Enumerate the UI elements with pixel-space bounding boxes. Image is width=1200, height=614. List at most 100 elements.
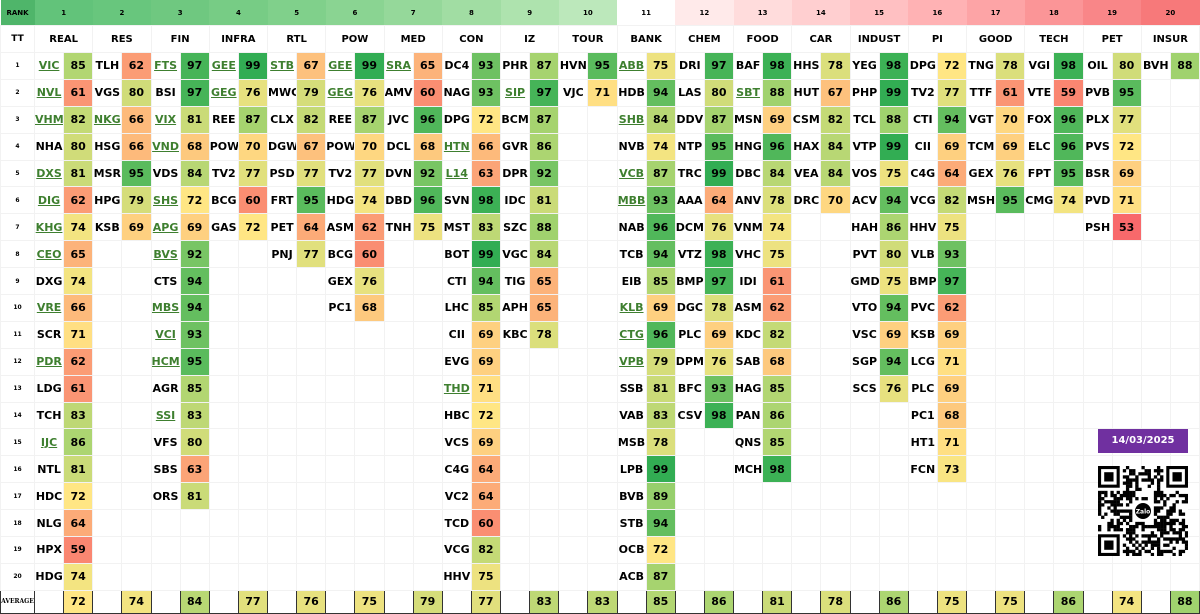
ticker-cell[interactable]: BFC [674, 374, 705, 403]
ticker-cell[interactable]: BCM [499, 105, 531, 134]
ticker-cell[interactable]: DBC [732, 159, 764, 188]
ticker-cell[interactable]: ORS [150, 482, 181, 511]
ticker-cell[interactable]: SRA [383, 52, 414, 80]
ticker-cell[interactable]: HHV [441, 562, 472, 591]
ticker-cell[interactable]: TLH [92, 52, 123, 80]
ticker-cell[interactable]: STB [616, 509, 647, 538]
ticker-cell[interactable]: KSB [92, 213, 123, 242]
ticker-cell[interactable]: ABB [616, 52, 647, 80]
ticker-cell[interactable]: VIX [150, 105, 181, 134]
ticker-cell[interactable]: VGI [1024, 52, 1055, 80]
ticker-cell[interactable]: FCN [907, 455, 938, 484]
ticker-cell[interactable]: VHC [732, 240, 764, 269]
ticker-cell[interactable]: BVS [150, 240, 181, 269]
ticker-cell[interactable]: TCH [33, 401, 65, 430]
ticker-cell[interactable]: PVT [849, 240, 880, 269]
ticker-cell[interactable]: C4G [907, 159, 938, 188]
ticker-cell[interactable]: SSI [150, 401, 181, 430]
ticker-cell[interactable]: NTL [33, 455, 65, 484]
ticker-cell[interactable]: VSC [849, 320, 880, 349]
ticker-cell[interactable]: PC1 [325, 294, 356, 322]
ticker-cell[interactable]: HSG [92, 132, 123, 161]
ticker-cell[interactable]: PVD [1082, 186, 1113, 215]
sector-food[interactable]: FOOD [732, 25, 793, 53]
ticker-cell[interactable]: VGS [92, 78, 123, 107]
ticker-cell[interactable]: VCI [150, 320, 181, 349]
ticker-cell[interactable]: TRC [674, 159, 705, 188]
ticker-cell[interactable]: IJC [33, 428, 65, 457]
ticker-cell[interactable]: PHR [499, 52, 531, 80]
ticker-cell[interactable]: DCL [383, 132, 414, 161]
ticker-cell[interactable]: LHC [441, 294, 472, 322]
sector-res[interactable]: RES [92, 25, 152, 53]
sector-rtl[interactable]: RTL [266, 25, 327, 53]
ticker-cell[interactable]: REE [325, 105, 356, 134]
ticker-cell[interactable]: PAN [732, 401, 764, 430]
ticker-cell[interactable]: VAB [616, 401, 647, 430]
ticker-cell[interactable]: GEX [325, 267, 356, 296]
sector-pow[interactable]: POW [325, 25, 385, 53]
sector-iz[interactable]: IZ [499, 25, 560, 53]
ticker-cell[interactable]: CSV [674, 401, 705, 430]
ticker-cell[interactable]: TCD [441, 509, 472, 538]
ticker-cell[interactable]: PSD [266, 159, 298, 188]
ticker-cell[interactable]: VND [150, 132, 181, 161]
ticker-cell[interactable]: KHG [33, 213, 65, 242]
ticker-cell[interactable]: CSM [791, 105, 822, 134]
ticker-cell[interactable]: ASM [732, 294, 764, 322]
ticker-cell[interactable]: GMD [849, 267, 880, 296]
ticker-cell[interactable]: KDC [732, 320, 764, 349]
ticker-cell[interactable]: SIP [499, 78, 531, 107]
ticker-cell[interactable]: GVR [499, 132, 531, 161]
ticker-cell[interactable]: HNG [732, 132, 764, 161]
ticker-cell[interactable]: MSR [92, 159, 123, 188]
ticker-cell[interactable]: KLB [616, 294, 647, 322]
ticker-cell[interactable]: SCR [33, 320, 65, 349]
sector-real[interactable]: REAL [33, 25, 94, 53]
sector-pet[interactable]: PET [1082, 25, 1142, 53]
ticker-cell[interactable]: NVB [616, 132, 647, 161]
ticker-cell[interactable]: YEG [849, 52, 880, 80]
ticker-cell[interactable]: CTS [150, 267, 181, 296]
ticker-cell[interactable]: CMG [1024, 186, 1055, 215]
ticker-cell[interactable]: VCG [441, 536, 472, 564]
ticker-cell[interactable]: TV2 [208, 159, 239, 188]
ticker-cell[interactable]: APG [150, 213, 181, 242]
ticker-cell[interactable]: DXS [33, 159, 65, 188]
ticker-cell[interactable]: VOS [849, 159, 880, 188]
sector-fin[interactable]: FIN [150, 25, 210, 53]
ticker-cell[interactable]: DRC [791, 186, 822, 215]
ticker-cell[interactable]: BMP [674, 267, 705, 296]
sector-good[interactable]: GOOD [965, 25, 1026, 53]
ticker-cell[interactable]: DPM [674, 347, 705, 376]
ticker-cell[interactable]: CLX [266, 105, 298, 134]
ticker-cell[interactable]: TCL [849, 105, 880, 134]
ticker-cell[interactable]: VFS [150, 428, 181, 457]
ticker-cell[interactable]: DVN [383, 159, 414, 188]
ticker-cell[interactable]: PC1 [907, 401, 938, 430]
ticker-cell[interactable]: STB [266, 52, 298, 80]
ticker-cell[interactable]: DRI [674, 52, 705, 80]
ticker-cell[interactable]: KSB [907, 320, 938, 349]
ticker-cell[interactable]: VPB [616, 347, 647, 376]
ticker-cell[interactable]: EIB [616, 267, 647, 296]
ticker-cell[interactable]: VGT [965, 105, 997, 134]
ticker-cell[interactable]: DPG [441, 105, 472, 134]
ticker-cell[interactable]: VTZ [674, 240, 705, 269]
ticker-cell[interactable]: ELC [1024, 132, 1055, 161]
ticker-cell[interactable]: BVH [1140, 52, 1171, 80]
ticker-cell[interactable]: HDG [33, 562, 65, 591]
ticker-cell[interactable]: HDB [616, 78, 647, 107]
ticker-cell[interactable]: TCB [616, 240, 647, 269]
ticker-cell[interactable]: DC4 [441, 52, 472, 80]
ticker-cell[interactable]: PLC [674, 320, 705, 349]
ticker-cell[interactable]: QNS [732, 428, 764, 457]
ticker-cell[interactable]: VTE [1024, 78, 1055, 107]
ticker-cell[interactable]: VTO [849, 294, 880, 322]
ticker-cell[interactable]: MST [441, 213, 472, 242]
ticker-cell[interactable]: GEG [325, 78, 356, 107]
ticker-cell[interactable]: KBC [499, 320, 531, 349]
ticker-cell[interactable]: SCS [849, 374, 880, 403]
ticker-cell[interactable]: PVB [1082, 78, 1113, 107]
ticker-cell[interactable]: CTI [441, 267, 472, 296]
